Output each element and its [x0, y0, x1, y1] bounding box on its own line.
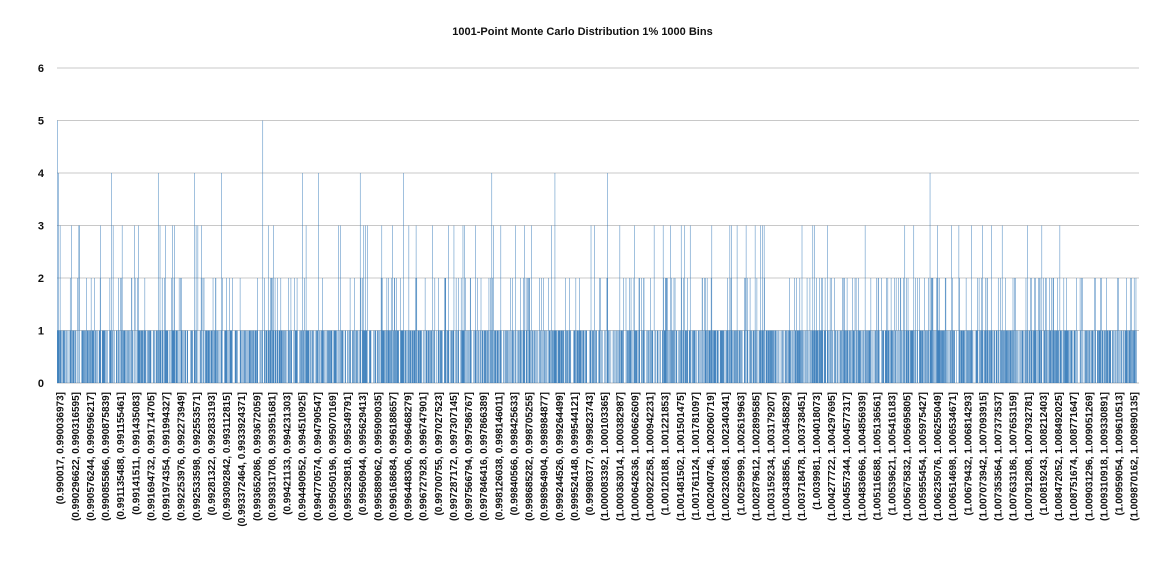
- x-tick-label: (0.990576244, 0.990596217]: [86, 392, 97, 521]
- x-tick-label: (1.003718478, 1.003738451]: [797, 392, 808, 521]
- x-tick-label: (0.999524148, 0.999544121]: [570, 392, 581, 521]
- x-tick-label: (0.995889062, 0.995909035]: [373, 392, 384, 521]
- y-tick-label: 4: [38, 168, 45, 180]
- x-tick-label: (0.991135488, 0.991155461]: [116, 392, 127, 520]
- x-tick-label: (1.00819243, 1.008212403]: [1039, 392, 1050, 515]
- x-tick-label: (1.009031296, 1.009051269]: [1084, 392, 1095, 521]
- x-tick-label: (1.007353564, 1.007373537]: [994, 392, 1005, 521]
- x-tick-label: (0.998685282, 0.998705255]: [525, 392, 536, 521]
- y-tick-label: 1: [38, 326, 44, 338]
- y-tick-label: 6: [38, 63, 44, 75]
- x-tick-label: (0.990855866, 0.990875839]: [101, 392, 112, 521]
- histogram-bars: [57, 120, 1137, 383]
- x-tick-label: (1.001761124, 1.001781097]: [691, 392, 702, 520]
- y-axis-tick-labels: 0 1 2 3 4 5 6: [38, 63, 45, 390]
- y-tick-label: 5: [38, 116, 44, 128]
- x-tick-label: (1.003159234, 1.003179207]: [767, 392, 778, 521]
- x-tick-label: (0.99421133, 0.994231303]: [283, 392, 294, 515]
- x-tick-label: (0.996168684, 0.996188657]: [388, 392, 399, 521]
- x-tick-label: (1.006514698, 1.006534671]: [948, 392, 959, 521]
- x-tick-label: (1.004557344, 1.004577317]: [842, 392, 853, 521]
- x-tick-label: (0.993931708, 0.993951681]: [267, 392, 278, 521]
- x-tick-label: (1.000083392, 1.000103365]: [600, 392, 611, 521]
- x-tick-label: (1.008472052, 1.008492025]: [1054, 392, 1065, 521]
- x-tick-label: (1.00959054, 1.009610513]: [1115, 392, 1126, 515]
- x-tick-label: (1.007633186, 1.007653159]: [1009, 392, 1020, 521]
- x-tick-label: (0.996448306, 0.996468279]: [404, 392, 415, 521]
- x-tick-label: (1.002879612, 1.002899585]: [751, 392, 762, 521]
- x-tick-label: (1.0039981, 1.004018073]: [812, 392, 823, 510]
- x-tick-label: (1.001481502, 1.001501475]: [676, 392, 687, 521]
- x-tick-label: (1.005116588, 1.005136561]: [872, 392, 883, 520]
- y-tick-label: 3: [38, 221, 44, 233]
- x-tick-label: (1.004277722, 1.004297695]: [827, 392, 838, 521]
- x-tick-label: (1.003438856, 1.003458829]: [782, 392, 793, 521]
- x-tick-label: (1.000363014, 1.000382987]: [615, 392, 626, 521]
- x-tick-label: (0.992533598, 0.992553571]: [192, 392, 203, 521]
- x-tick-label: (0.991694732, 0.991714705]: [146, 392, 157, 521]
- x-tick-label: (0.998964904, 0.998984877]: [540, 392, 551, 521]
- x-tick-label: (1.000922258, 1.000942231]: [646, 392, 657, 521]
- x-tick-label: (0.997287172, 0.997307145]: [449, 392, 460, 521]
- x-tick-label: (0.990017, 0.990036973]: [56, 392, 67, 504]
- x-tick-label: (1.006235076, 1.006255049]: [933, 392, 944, 521]
- x-tick-label: (0.993092842, 0.993112815]: [222, 392, 233, 520]
- x-tick-label: (1.000642636, 1.000662609]: [630, 392, 641, 521]
- x-tick-label: (0.99700755, 0.997027523]: [434, 392, 445, 515]
- x-tick-label: (0.995329818, 0.995349791]: [343, 392, 354, 521]
- x-tick-label: (0.99281322, 0.992833193]: [207, 392, 218, 515]
- x-tick-label: (0.992253976, 0.992273949]: [177, 392, 188, 521]
- x-tick-label: (0.990296622, 0.990316595]: [71, 392, 82, 521]
- x-tick-label: (1.005955454, 1.005975427]: [918, 392, 929, 521]
- x-tick-label: (1.009310918, 1.009330891]: [1099, 392, 1110, 521]
- x-tick-label: (1.004836966, 1.004856939]: [857, 392, 868, 521]
- x-tick-label: (0.991974354, 0.991994327]: [162, 392, 173, 521]
- x-axis-tick-labels: (0.990017, 0.990036973] (0.990296622, 0.9…: [56, 392, 1141, 527]
- x-tick-label: (0.993652086, 0.993672059]: [252, 392, 263, 521]
- x-tick-label: (1.002320368, 1.002340341]: [721, 392, 732, 521]
- chart-title: 1001-Point Monte Carlo Distribution 1% 1…: [452, 26, 713, 38]
- x-tick-label: (0.99980377, 0.999823743]: [585, 392, 596, 515]
- x-tick-label: (1.00259999, 1.002619963]: [736, 392, 747, 515]
- x-tick-label: (1.00539621, 1.005416183]: [888, 392, 899, 515]
- x-tick-label: (0.995050196, 0.995070169]: [328, 392, 339, 521]
- x-tick-label: (1.00120188, 1.001221853]: [661, 392, 672, 515]
- x-tick-label: (0.99141511, 0.991435083]: [131, 392, 142, 515]
- x-tick-label: (0.99840566, 0.998425633]: [509, 392, 520, 515]
- y-tick-label: 2: [38, 273, 44, 285]
- x-tick-label: (0.999244526, 0.999264499]: [555, 392, 566, 521]
- x-tick-label: (1.009870162, 1.009890135]: [1130, 392, 1141, 521]
- x-tick-label: (0.996727928, 0.996747901]: [419, 392, 430, 521]
- x-tick-label: (0.993372464, 0.9933924371]: [237, 392, 248, 527]
- x-tick-label: (0.99560944, 0.995629413]: [358, 392, 369, 515]
- x-tick-label: (1.002040746, 1.002060719]: [706, 392, 717, 521]
- x-tick-label: (0.998126038, 0.998146011]: [494, 392, 505, 520]
- x-tick-label: (0.994770574, 0.994790547]: [313, 392, 324, 521]
- x-tick-label: (1.005675832, 1.005695805]: [903, 392, 914, 521]
- y-tick-label: 0: [38, 378, 44, 390]
- x-tick-label: (0.994490952, 0.994510925]: [298, 392, 309, 521]
- x-tick-label: (0.997846416, 0.997866389]: [479, 392, 490, 521]
- x-tick-label: (0.997566794, 0.997586767]: [464, 392, 475, 521]
- x-tick-label: (1.008751674, 1.008771647]: [1069, 392, 1080, 521]
- x-tick-label: (1.007073942, 1.007093915]: [978, 392, 989, 521]
- x-tick-label: (1.007912808, 1.007932781]: [1024, 392, 1035, 521]
- gridlines: [57, 67, 1139, 384]
- x-tick-label: (1.00679432, 1.006814293]: [963, 392, 974, 515]
